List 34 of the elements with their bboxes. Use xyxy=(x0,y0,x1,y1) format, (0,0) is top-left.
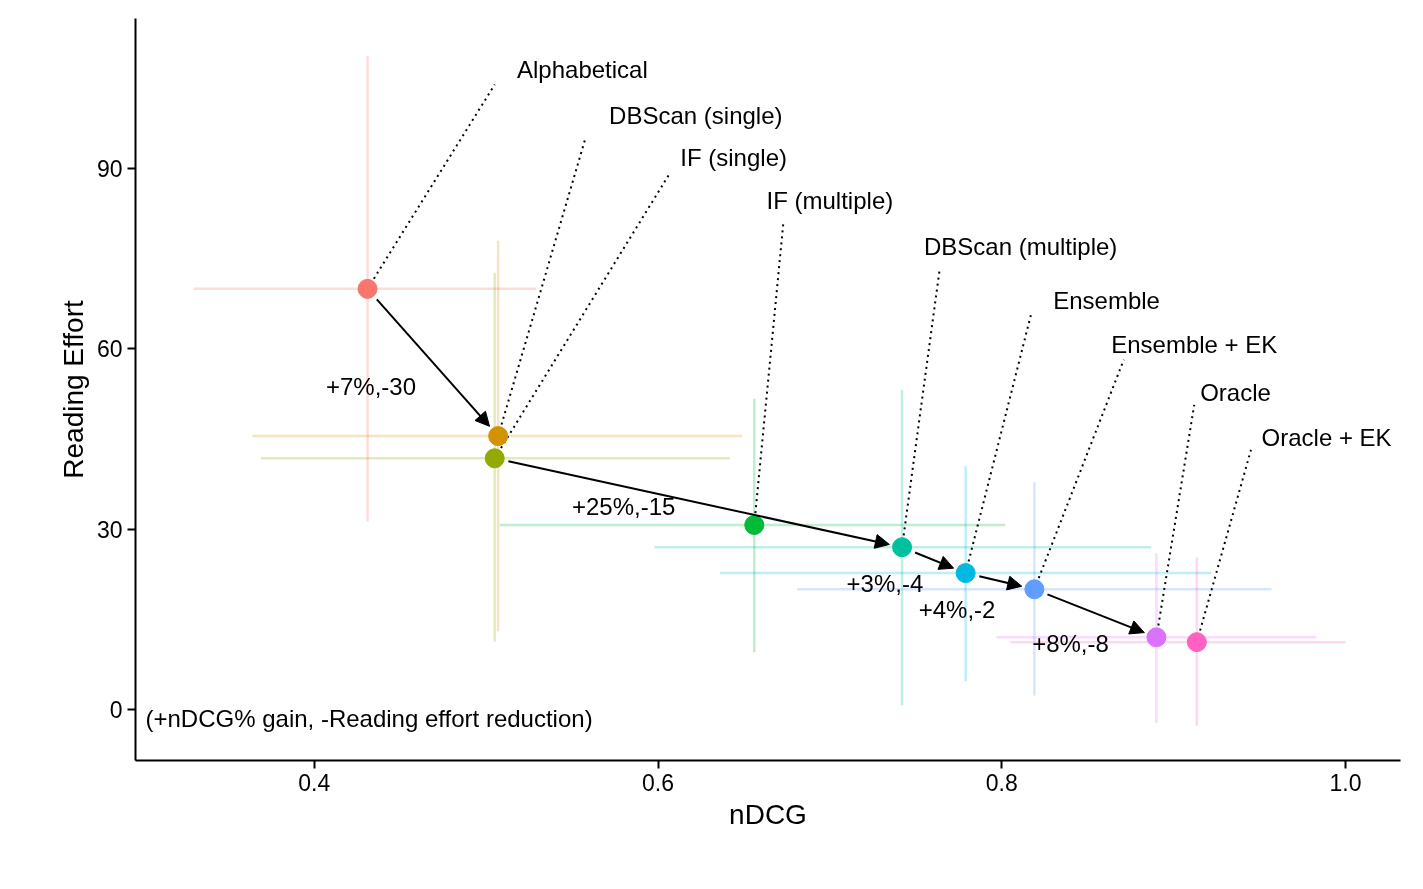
point xyxy=(1146,627,1167,648)
annotation: +4%,-2 xyxy=(918,595,996,623)
point xyxy=(357,278,378,299)
y-tick-label: 0 xyxy=(109,696,123,723)
text: DBScan (multiple) xyxy=(923,233,1118,261)
point xyxy=(744,515,765,535)
x-tick-label: 0.8 xyxy=(985,769,1018,796)
y-tick-label: 90 xyxy=(96,156,123,183)
point xyxy=(955,563,976,584)
text: Ensemble xyxy=(1053,287,1160,315)
annotation: +3%,-4 xyxy=(846,569,924,597)
x-axis-title: nDCG xyxy=(729,798,807,830)
y-axis-title: Reading Effort xyxy=(57,300,89,479)
x-tick-label: 0.6 xyxy=(642,769,674,796)
annotation: +25%,-15 xyxy=(571,493,676,521)
annotation: +7%,-30 xyxy=(325,373,416,401)
text: IF (multiple) xyxy=(766,187,894,215)
text: Ensemble + EK xyxy=(1111,330,1278,358)
x-tick-label: 1.0 xyxy=(1329,769,1362,796)
text: IF (single) xyxy=(680,144,787,172)
y-tick-label: 60 xyxy=(96,336,123,363)
point xyxy=(488,426,509,447)
annotation: (+nDCG% gain, -Reading effort reduction) xyxy=(145,705,593,732)
y-tick-label: 30 xyxy=(96,516,123,543)
text: DBScan (single) xyxy=(609,102,783,130)
text: Oracle + EK xyxy=(1261,423,1392,451)
text: Oracle xyxy=(1200,378,1271,406)
annotation: +8%,-8 xyxy=(1032,629,1109,657)
point xyxy=(1186,632,1207,653)
point xyxy=(484,448,505,469)
point xyxy=(1024,579,1045,600)
x-tick-label: 0.4 xyxy=(298,769,331,796)
point xyxy=(892,537,913,558)
text: Alphabetical xyxy=(517,56,648,84)
